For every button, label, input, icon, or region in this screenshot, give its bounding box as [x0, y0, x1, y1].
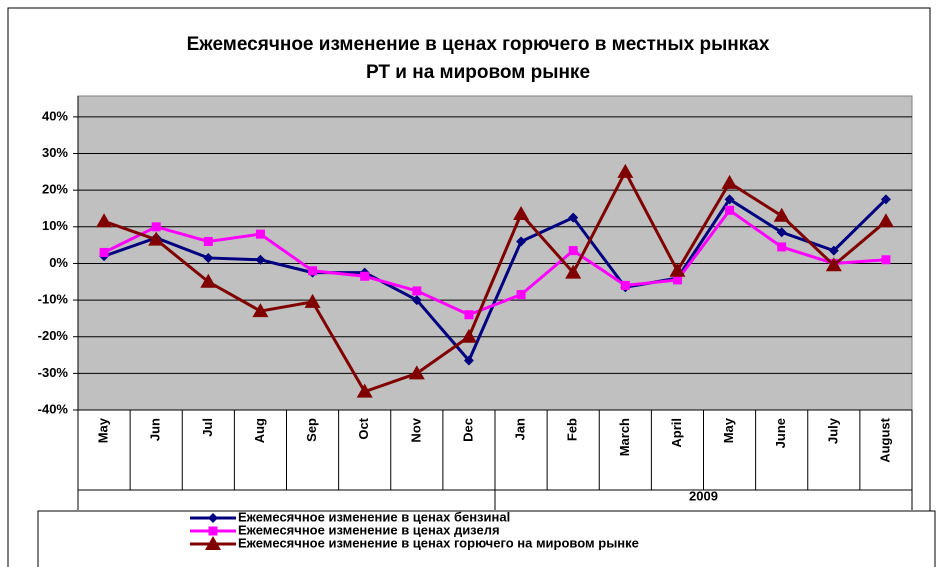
square-marker	[255, 229, 265, 239]
triangle-marker	[460, 328, 477, 343]
chart-title: Ежемесячное изменение в ценах горючего в…	[187, 34, 770, 55]
square-marker	[620, 280, 630, 290]
x-tick-label: Jun	[148, 418, 163, 441]
square-marker	[881, 255, 891, 265]
x-tick-label: August	[877, 417, 892, 462]
x-tick-label: Feb	[565, 418, 580, 441]
legend-label: Ежемесячное изменение в ценах бензинаl	[238, 509, 510, 524]
triangle-marker	[669, 262, 686, 277]
triangle-marker	[877, 213, 894, 228]
x-tick-label: Jan	[513, 418, 528, 440]
square-marker	[464, 310, 474, 320]
diamond-marker	[724, 194, 735, 205]
legend-label: Ежемесячное изменение в ценах горючего н…	[238, 535, 639, 550]
x-tick-label: April	[669, 418, 684, 448]
series-line	[103, 197, 887, 364]
plot-area	[77, 95, 913, 411]
triangle-marker	[356, 383, 373, 398]
legend-marker	[208, 513, 218, 523]
chart-title: РТ и на мировом рынке	[366, 62, 590, 83]
triangle-marker	[96, 213, 113, 228]
triangle-marker	[200, 273, 217, 288]
x-tick-label: May	[96, 417, 111, 443]
x-tick-label: Aug	[252, 418, 267, 443]
triangle-marker	[721, 174, 738, 189]
square-marker	[672, 275, 682, 285]
diamond-marker	[463, 355, 474, 366]
x-tick-label: Dec	[460, 418, 475, 442]
square-marker	[99, 247, 109, 257]
y-tick-label: 40%	[42, 108, 68, 123]
x-tick-label: Nov	[408, 417, 423, 442]
y-tick-label: 20%	[42, 182, 68, 197]
x-tick-label: Jul	[200, 418, 215, 437]
triangle-marker	[565, 264, 582, 279]
diamond-marker	[568, 212, 579, 223]
diamond-marker	[203, 252, 214, 263]
legend-marker	[205, 536, 221, 550]
y-tick-label: -10%	[38, 292, 69, 307]
triangle-marker	[825, 257, 842, 272]
triangle-marker	[252, 303, 269, 318]
x-tick-label: Oct	[356, 417, 371, 439]
y-tick-label: 10%	[42, 218, 68, 233]
diamond-marker	[828, 245, 839, 256]
diamond-marker	[411, 295, 422, 306]
legend-marker	[208, 526, 218, 536]
x-tick-label: May	[721, 417, 736, 443]
x-tick-label: June	[773, 418, 788, 448]
x-tick-label: July	[825, 417, 840, 444]
square-marker	[725, 205, 735, 215]
triangle-marker	[408, 365, 425, 380]
series-line	[103, 208, 887, 317]
y-tick-label: -30%	[38, 365, 69, 380]
y-tick-label: -40%	[38, 401, 69, 416]
legend	[37, 510, 936, 567]
square-marker	[151, 222, 161, 232]
square-marker	[308, 266, 318, 276]
square-marker	[777, 242, 787, 252]
diamond-marker	[880, 194, 891, 205]
square-marker	[516, 290, 526, 300]
group-label: 2009	[689, 488, 718, 503]
triangle-marker	[513, 205, 530, 220]
series-line	[103, 168, 887, 394]
square-marker	[203, 236, 213, 246]
y-tick-label: -20%	[38, 328, 69, 343]
triangle-marker	[617, 163, 634, 178]
diamond-marker	[516, 236, 527, 247]
square-marker	[568, 246, 578, 256]
triangle-marker	[148, 231, 165, 246]
diamond-marker	[776, 227, 787, 238]
x-tick-label: March	[617, 418, 632, 456]
square-marker	[412, 286, 422, 296]
triangle-marker	[773, 207, 790, 222]
triangle-marker	[304, 293, 321, 308]
legend-label: Ежемесячное изменение в ценах дизеля	[238, 522, 500, 537]
y-tick-label: 0%	[49, 255, 68, 270]
x-tick-label: Sep	[304, 418, 319, 442]
y-tick-label: 30%	[42, 145, 68, 160]
square-marker	[360, 271, 370, 281]
diamond-marker	[255, 254, 266, 265]
